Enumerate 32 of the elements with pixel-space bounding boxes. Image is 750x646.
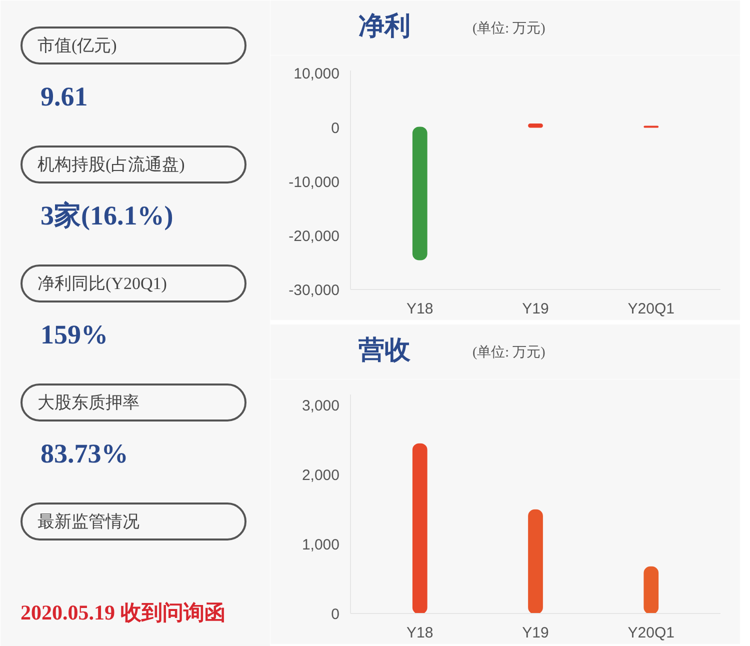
text: 净利同比(Y20Q1) bbox=[38, 274, 167, 293]
chart-subtitle: (单位: 万元) bbox=[472, 20, 546, 36]
x-tick-label: Y18 bbox=[406, 300, 434, 318]
bar bbox=[644, 566, 659, 614]
x-tick-label: Y20Q1 bbox=[628, 300, 674, 318]
bar bbox=[412, 443, 428, 614]
text: 159% bbox=[40, 320, 108, 350]
y-tick-label: 0 bbox=[331, 606, 340, 623]
bar bbox=[528, 509, 543, 614]
chart-title: 营收 bbox=[357, 336, 412, 364]
text: 3家(16.1%) bbox=[40, 200, 174, 230]
text: 83.73% bbox=[40, 438, 128, 468]
chart-subtitle: (单位: 万元) bbox=[472, 344, 546, 360]
text: 9.61 bbox=[40, 82, 88, 112]
x-tick-label: Y18 bbox=[406, 624, 434, 642]
text: 最新监管情况 bbox=[38, 512, 140, 531]
y-tick-label: -20,000 bbox=[288, 228, 340, 245]
x-tick-label: Y19 bbox=[522, 624, 549, 642]
y-tick-label: -30,000 bbox=[288, 282, 340, 299]
text: 市值(亿元) bbox=[38, 36, 117, 55]
text: 大股东质押率 bbox=[38, 393, 140, 412]
x-tick-label: Y19 bbox=[522, 300, 549, 318]
y-tick-label: 10,000 bbox=[294, 66, 340, 83]
y-tick-label: 1,000 bbox=[302, 536, 340, 554]
y-tick-label: 0 bbox=[331, 120, 340, 137]
chart-title: 净利 bbox=[358, 12, 410, 40]
text: 机构持股(占流通盘) bbox=[38, 155, 185, 174]
text: 2020.05.19 收到问询函 bbox=[20, 600, 226, 624]
y-tick-label: -10,000 bbox=[288, 174, 340, 191]
x-tick-label: Y20Q1 bbox=[628, 624, 674, 642]
y-tick-label: 3,000 bbox=[302, 397, 340, 414]
y-tick-label: 2,000 bbox=[302, 466, 340, 484]
